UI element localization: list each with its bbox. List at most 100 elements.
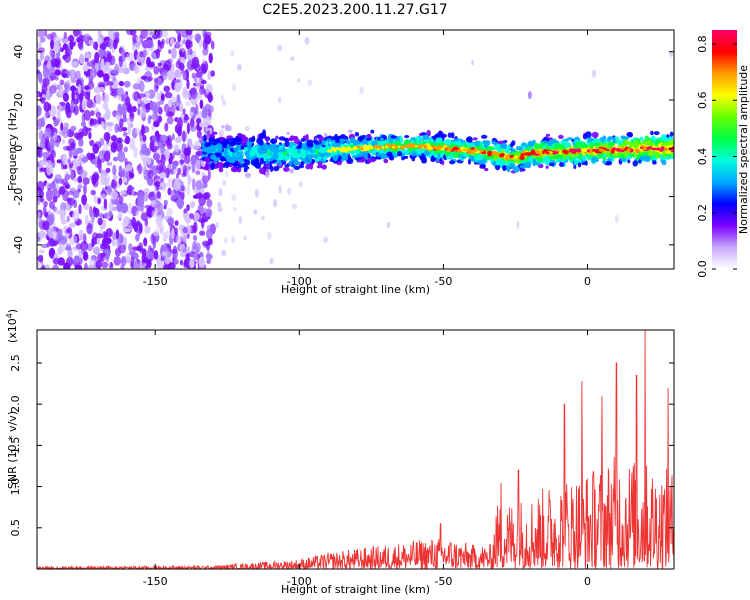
noise-blob xyxy=(89,67,97,79)
ridge-blob xyxy=(290,156,295,161)
noise-blob xyxy=(183,147,190,157)
noise-blob xyxy=(103,131,111,142)
noise-blob xyxy=(62,126,70,138)
ridge-blob xyxy=(203,134,207,141)
noise-blob xyxy=(44,140,49,149)
noise-blob xyxy=(52,195,58,203)
noise-blob xyxy=(163,199,168,206)
noise-blob xyxy=(69,222,76,228)
ridge-blob xyxy=(259,139,264,146)
noise-blob xyxy=(151,200,156,206)
noise-blob xyxy=(141,124,145,136)
noise-blob xyxy=(123,80,131,88)
ridge-blob xyxy=(558,154,564,160)
noise-blob xyxy=(176,136,182,143)
noise-blob xyxy=(80,83,85,93)
noise-blob xyxy=(186,122,190,135)
ridge-blob xyxy=(357,153,363,158)
noise-blob xyxy=(44,127,52,139)
noise-blob xyxy=(77,184,83,189)
noise-blob xyxy=(153,66,160,75)
noise-blob xyxy=(113,256,122,266)
ridge-core xyxy=(433,145,437,149)
noise-blob xyxy=(112,76,117,82)
ridge-core xyxy=(670,147,674,153)
ridge-blob xyxy=(411,156,416,162)
noise-blob xyxy=(105,108,111,120)
ridge-blob xyxy=(300,161,305,166)
ridge-blob xyxy=(361,156,365,163)
ridge-blob xyxy=(245,150,251,157)
ridge-core xyxy=(457,149,462,152)
noise-blob xyxy=(73,30,80,37)
noise-blob xyxy=(182,108,186,115)
ridge-core xyxy=(423,144,428,149)
noise-blob xyxy=(88,131,92,140)
ridge-blob xyxy=(565,156,571,160)
noise-blob xyxy=(135,210,139,217)
noise-blob xyxy=(38,249,45,254)
ridge-blob xyxy=(545,133,551,137)
noise-blob xyxy=(186,166,190,179)
ridge-core xyxy=(378,145,383,150)
ridge-blob xyxy=(510,142,514,148)
noise-blob xyxy=(151,112,159,122)
x-tick-label: -150 xyxy=(143,575,168,588)
noise-blob xyxy=(43,114,47,124)
noise-blob xyxy=(95,111,102,119)
noise-blob xyxy=(82,37,89,42)
noise-blob xyxy=(83,262,88,269)
noise-blob xyxy=(161,181,165,187)
noise-blob xyxy=(103,36,110,41)
ridge-blob xyxy=(606,158,613,162)
ridge-blob xyxy=(264,144,269,150)
noise-blob xyxy=(58,104,62,111)
noise-blob xyxy=(156,191,161,199)
ridge-blob xyxy=(636,154,640,161)
noise-blob xyxy=(81,98,87,111)
noise-blob xyxy=(107,124,113,132)
ridge-blob xyxy=(469,143,474,148)
ridge-blob xyxy=(532,158,537,166)
noise-blob xyxy=(107,81,114,86)
noise-blob xyxy=(105,228,113,238)
noise-blob xyxy=(292,203,298,209)
noise-blob xyxy=(56,234,65,242)
noise-blob xyxy=(146,208,152,218)
noise-blob xyxy=(121,221,126,227)
ridge-blob xyxy=(345,140,351,145)
noise-blob xyxy=(151,209,159,218)
noise-blob xyxy=(146,249,153,260)
noise-blob xyxy=(192,178,196,191)
ridge-core xyxy=(492,151,499,156)
ridge-blob xyxy=(502,164,507,172)
noise-blob xyxy=(195,151,200,160)
top-frame xyxy=(36,29,675,270)
noise-blob xyxy=(98,48,104,59)
noise-blob xyxy=(119,234,124,244)
ridge-core xyxy=(470,149,475,154)
noise-blob xyxy=(37,124,42,131)
ridge-blob xyxy=(644,135,650,142)
ridge-blob xyxy=(420,132,427,136)
ridge-blob xyxy=(435,137,443,141)
ridge-blob xyxy=(408,147,413,153)
noise-blob xyxy=(62,138,66,145)
ridge-blob xyxy=(654,152,660,159)
isolated-spot xyxy=(527,91,532,100)
noise-blob xyxy=(147,76,154,81)
noise-blob xyxy=(230,50,235,57)
noise-blob xyxy=(143,164,147,175)
noise-blob xyxy=(118,125,124,133)
noise-blob xyxy=(191,56,200,69)
noise-blob xyxy=(118,244,126,254)
ridge-blob xyxy=(632,160,638,167)
noise-blob xyxy=(143,237,148,247)
ridge-blob xyxy=(451,132,455,139)
noise-blob xyxy=(116,214,123,219)
noise-blob xyxy=(195,103,199,115)
noise-blob xyxy=(119,190,127,195)
ridge-blob xyxy=(651,135,656,141)
noise-blob xyxy=(115,110,121,116)
noise-blob xyxy=(108,38,114,50)
